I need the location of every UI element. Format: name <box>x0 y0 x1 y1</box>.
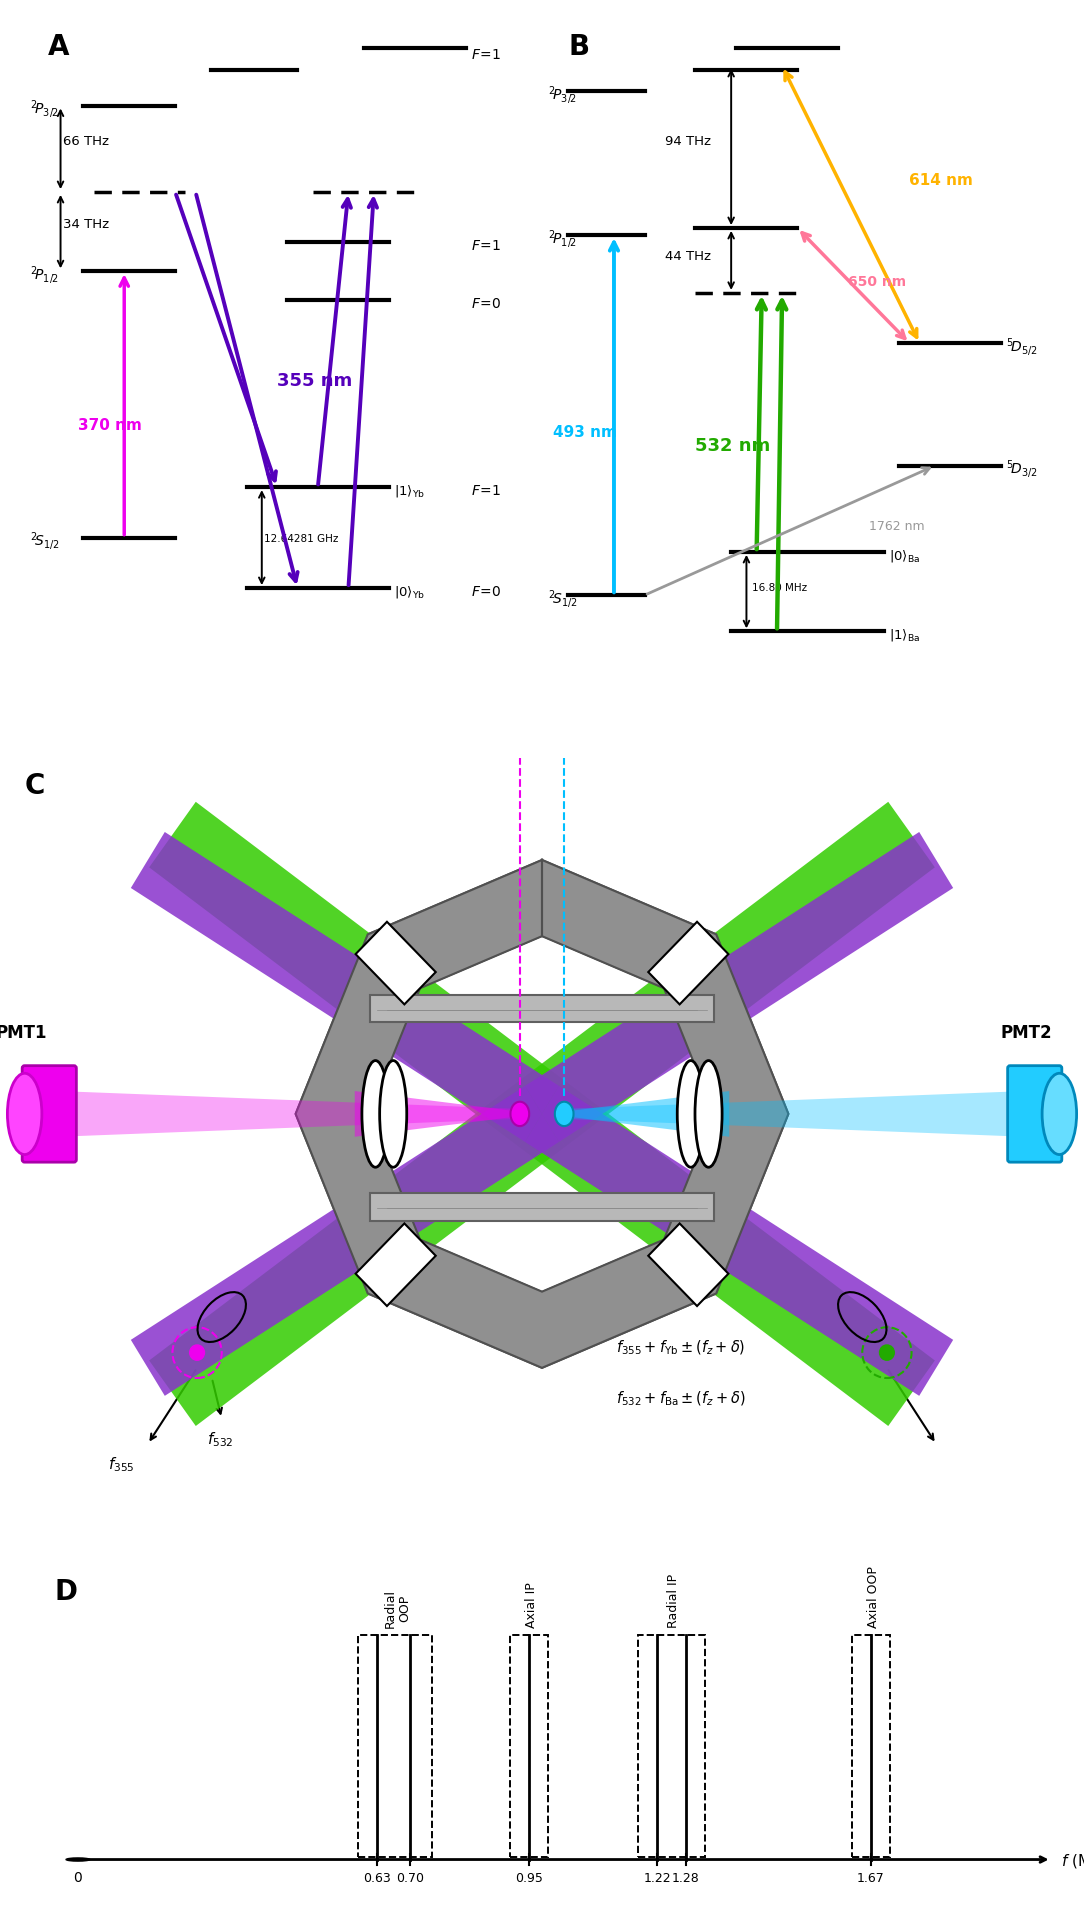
Text: Axial OOP: Axial OOP <box>867 1567 880 1628</box>
Text: 370 nm: 370 nm <box>78 419 142 432</box>
Polygon shape <box>131 1087 559 1396</box>
Text: 1.67: 1.67 <box>857 1872 885 1885</box>
Text: 493 nm: 493 nm <box>553 424 617 440</box>
Text: $^2\!P_{3/2}$: $^2\!P_{3/2}$ <box>547 84 577 106</box>
Polygon shape <box>60 1091 517 1137</box>
Polygon shape <box>648 922 728 1004</box>
Polygon shape <box>131 831 559 1142</box>
Polygon shape <box>354 1091 517 1137</box>
Polygon shape <box>525 831 953 1142</box>
Text: $^2\!S_{1/2}$: $^2\!S_{1/2}$ <box>30 530 60 553</box>
Text: $|0\rangle_{\mathrm{Ba}}$: $|0\rangle_{\mathrm{Ba}}$ <box>889 547 920 564</box>
Text: $F\!=\!0$: $F\!=\!0$ <box>470 584 501 599</box>
Text: $^2\!P_{1/2}$: $^2\!P_{1/2}$ <box>547 228 577 250</box>
Polygon shape <box>150 803 566 1146</box>
Text: 650 nm: 650 nm <box>849 275 906 288</box>
Text: 1.28: 1.28 <box>672 1872 699 1885</box>
Text: $f_{532} + f_{\mathrm{Ba}} \pm (f_z + \delta)$: $f_{532} + f_{\mathrm{Ba}} \pm (f_z + \d… <box>616 1390 746 1407</box>
Text: $f_{532}$: $f_{532}$ <box>207 1430 233 1450</box>
Ellipse shape <box>695 1060 722 1167</box>
Text: D: D <box>54 1578 77 1605</box>
Text: 1762 nm: 1762 nm <box>868 520 925 534</box>
Text: 34 THz: 34 THz <box>63 217 109 230</box>
Ellipse shape <box>362 1060 389 1167</box>
Text: $^2\!S_{1/2}$: $^2\!S_{1/2}$ <box>547 588 578 611</box>
Polygon shape <box>567 1091 1024 1137</box>
Circle shape <box>66 1859 90 1860</box>
Circle shape <box>190 1346 205 1359</box>
Text: $f_{355} + f_{\mathrm{Yb}} \pm (f_z + \delta)$: $f_{355} + f_{\mathrm{Yb}} \pm (f_z + \d… <box>616 1338 746 1357</box>
Polygon shape <box>567 1091 730 1137</box>
FancyBboxPatch shape <box>22 1066 76 1162</box>
Text: $|1\rangle_{\mathrm{Yb}}$: $|1\rangle_{\mathrm{Yb}}$ <box>395 482 426 499</box>
Text: 614 nm: 614 nm <box>909 173 973 188</box>
Text: Axial IP: Axial IP <box>525 1582 538 1628</box>
Text: $\mathbf{B}$ = 6.0 G: $\mathbf{B}$ = 6.0 G <box>468 1279 549 1294</box>
Text: $F\!=\!1$: $F\!=\!1$ <box>470 48 501 61</box>
Text: 16.80 MHz: 16.80 MHz <box>751 584 806 593</box>
Text: Radial IP: Radial IP <box>668 1574 681 1628</box>
FancyBboxPatch shape <box>1008 1066 1062 1162</box>
Text: $f_{355}$: $f_{355}$ <box>108 1455 136 1475</box>
Circle shape <box>879 1346 894 1359</box>
Text: 44 THz: 44 THz <box>664 250 711 263</box>
Polygon shape <box>648 1223 728 1306</box>
FancyBboxPatch shape <box>370 995 714 1023</box>
Text: C: C <box>25 772 46 801</box>
Polygon shape <box>356 1223 436 1306</box>
Polygon shape <box>150 1081 566 1427</box>
Text: 12.64281 GHz: 12.64281 GHz <box>264 534 338 543</box>
Text: $^{138}$Ba$^+$: $^{138}$Ba$^+$ <box>631 943 700 966</box>
Text: 1.22: 1.22 <box>644 1872 671 1885</box>
Text: B: B <box>568 33 590 61</box>
Text: PMT2: PMT2 <box>1001 1023 1051 1043</box>
Ellipse shape <box>511 1102 529 1127</box>
Text: $F\!=\!0$: $F\!=\!0$ <box>470 296 501 311</box>
Text: 0.95: 0.95 <box>515 1872 543 1885</box>
Text: $^5\!D_{3/2}$: $^5\!D_{3/2}$ <box>1006 459 1037 480</box>
Text: 66 THz: 66 THz <box>63 134 109 148</box>
Ellipse shape <box>678 1060 705 1167</box>
Text: PMT1: PMT1 <box>0 1023 47 1043</box>
PathPatch shape <box>296 860 788 1367</box>
Ellipse shape <box>8 1073 42 1154</box>
Text: $\mathbf{x}$: $\mathbf{x}$ <box>645 1283 658 1300</box>
Text: Radial
OOP: Radial OOP <box>384 1590 411 1628</box>
Polygon shape <box>525 1087 953 1396</box>
Text: $^{171}$Yb$^+$: $^{171}$Yb$^+$ <box>384 943 454 966</box>
Text: $^2\!P_{3/2}$: $^2\!P_{3/2}$ <box>30 98 60 119</box>
Polygon shape <box>370 937 714 1292</box>
Text: $f$ (MHz): $f$ (MHz) <box>1061 1853 1084 1870</box>
Ellipse shape <box>379 1060 406 1167</box>
Text: $^5\!D_{5/2}$: $^5\!D_{5/2}$ <box>1006 336 1037 357</box>
Ellipse shape <box>1042 1073 1076 1154</box>
Text: $^2\!P_{1/2}$: $^2\!P_{1/2}$ <box>30 265 60 286</box>
Text: 94 THz: 94 THz <box>664 134 711 148</box>
Text: 0.70: 0.70 <box>397 1872 424 1885</box>
Text: 355 nm: 355 nm <box>278 372 352 390</box>
Text: $\mathbf{z}$: $\mathbf{z}$ <box>473 1313 483 1331</box>
Text: A: A <box>48 33 69 61</box>
Polygon shape <box>356 922 436 1004</box>
Text: 0: 0 <box>74 1870 82 1885</box>
Text: $|1\rangle_{\mathrm{Ba}}$: $|1\rangle_{\mathrm{Ba}}$ <box>889 626 920 643</box>
Text: $|0\rangle_{\mathrm{Yb}}$: $|0\rangle_{\mathrm{Yb}}$ <box>395 584 426 599</box>
Polygon shape <box>518 803 934 1146</box>
Text: 0.63: 0.63 <box>363 1872 391 1885</box>
Text: $F\!=\!1$: $F\!=\!1$ <box>470 484 501 497</box>
Text: 532 nm: 532 nm <box>696 438 771 455</box>
Polygon shape <box>518 1081 934 1427</box>
Text: $F\!=\!1$: $F\!=\!1$ <box>470 238 501 253</box>
FancyBboxPatch shape <box>370 1192 714 1221</box>
Ellipse shape <box>555 1102 573 1127</box>
PathPatch shape <box>296 860 788 1367</box>
